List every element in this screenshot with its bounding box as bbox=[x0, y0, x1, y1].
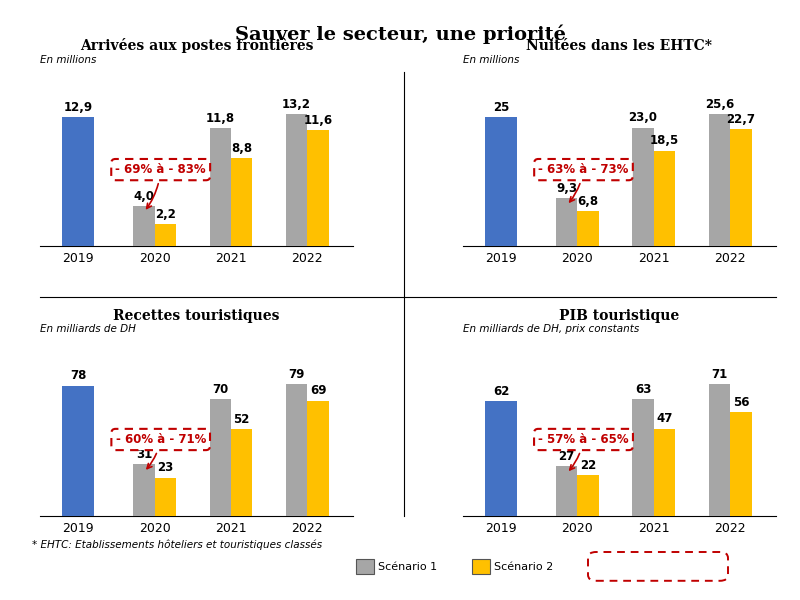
Text: En millions: En millions bbox=[40, 55, 96, 65]
Text: 23,0: 23,0 bbox=[629, 112, 658, 124]
Bar bbox=[556, 198, 578, 246]
Bar bbox=[485, 118, 517, 246]
Text: 56: 56 bbox=[733, 395, 749, 409]
Text: 25,6: 25,6 bbox=[705, 98, 734, 111]
Text: 9,3: 9,3 bbox=[556, 182, 577, 195]
Bar bbox=[730, 412, 751, 516]
Bar bbox=[578, 211, 598, 246]
Text: 70: 70 bbox=[212, 383, 229, 396]
Bar bbox=[632, 399, 654, 516]
Text: 12,9: 12,9 bbox=[64, 101, 93, 114]
Bar bbox=[578, 475, 598, 516]
Text: 52: 52 bbox=[234, 413, 250, 426]
Bar bbox=[62, 117, 94, 246]
Bar bbox=[231, 429, 252, 516]
Text: 31: 31 bbox=[136, 448, 152, 461]
Text: 23: 23 bbox=[157, 461, 174, 474]
Text: Scénario 1: Scénario 1 bbox=[378, 562, 437, 572]
Text: - 57% à - 65%: - 57% à - 65% bbox=[538, 433, 629, 470]
Text: 8,8: 8,8 bbox=[231, 142, 252, 155]
Title: Arrivées aux postes frontières: Arrivées aux postes frontières bbox=[80, 38, 314, 53]
Text: comparaison 2019: comparaison 2019 bbox=[606, 562, 710, 571]
Text: * EHTC: Etablissements hôteliers et touristiques classés: * EHTC: Etablissements hôteliers et tour… bbox=[32, 540, 322, 551]
Bar bbox=[654, 428, 675, 516]
Bar bbox=[556, 466, 578, 516]
Bar bbox=[154, 478, 176, 516]
Title: PIB touristique: PIB touristique bbox=[559, 308, 679, 323]
Text: En milliards de DH, prix constants: En milliards de DH, prix constants bbox=[463, 325, 639, 334]
Title: Nuitées dans les EHTC*: Nuitées dans les EHTC* bbox=[526, 39, 713, 53]
Bar bbox=[286, 384, 307, 516]
Text: 11,8: 11,8 bbox=[206, 112, 235, 125]
Bar bbox=[210, 128, 231, 246]
Bar bbox=[133, 206, 154, 246]
Text: 4,0: 4,0 bbox=[134, 190, 154, 203]
Text: 71: 71 bbox=[711, 368, 727, 381]
Bar bbox=[307, 401, 329, 516]
Text: 63: 63 bbox=[635, 383, 651, 395]
Bar bbox=[485, 401, 517, 516]
Text: 25: 25 bbox=[493, 101, 509, 114]
Text: 6,8: 6,8 bbox=[578, 195, 598, 208]
Text: 69: 69 bbox=[310, 385, 326, 397]
Bar bbox=[654, 151, 675, 246]
Text: - 60% à - 71%: - 60% à - 71% bbox=[115, 433, 206, 469]
Text: Scénario 2: Scénario 2 bbox=[494, 562, 553, 572]
Text: 18,5: 18,5 bbox=[650, 134, 679, 148]
Bar bbox=[210, 399, 231, 516]
Bar bbox=[709, 384, 730, 516]
Bar bbox=[133, 464, 154, 516]
Text: En millions: En millions bbox=[463, 55, 519, 65]
Text: 2,2: 2,2 bbox=[155, 208, 176, 221]
Text: - 63% à - 73%: - 63% à - 73% bbox=[538, 163, 629, 202]
Text: 22: 22 bbox=[580, 459, 596, 472]
Text: 62: 62 bbox=[493, 385, 509, 398]
Text: En milliards de DH: En milliards de DH bbox=[40, 325, 136, 334]
Text: 11,6: 11,6 bbox=[303, 114, 333, 127]
Text: 47: 47 bbox=[656, 412, 673, 425]
Bar bbox=[62, 386, 94, 516]
Bar bbox=[231, 158, 252, 246]
Bar bbox=[632, 128, 654, 246]
Bar bbox=[709, 114, 730, 246]
Text: 22,7: 22,7 bbox=[726, 113, 755, 126]
Bar bbox=[730, 129, 751, 246]
Text: - 69% à - 83%: - 69% à - 83% bbox=[115, 163, 206, 208]
Text: 27: 27 bbox=[558, 449, 575, 463]
Text: 79: 79 bbox=[289, 368, 305, 381]
Bar bbox=[286, 114, 307, 246]
Text: 78: 78 bbox=[70, 370, 86, 382]
Text: Sauver le secteur, une priorité: Sauver le secteur, une priorité bbox=[234, 24, 566, 43]
Text: 13,2: 13,2 bbox=[282, 98, 311, 111]
Title: Recettes touristiques: Recettes touristiques bbox=[114, 308, 280, 323]
Bar bbox=[307, 130, 329, 246]
Bar bbox=[154, 224, 176, 246]
